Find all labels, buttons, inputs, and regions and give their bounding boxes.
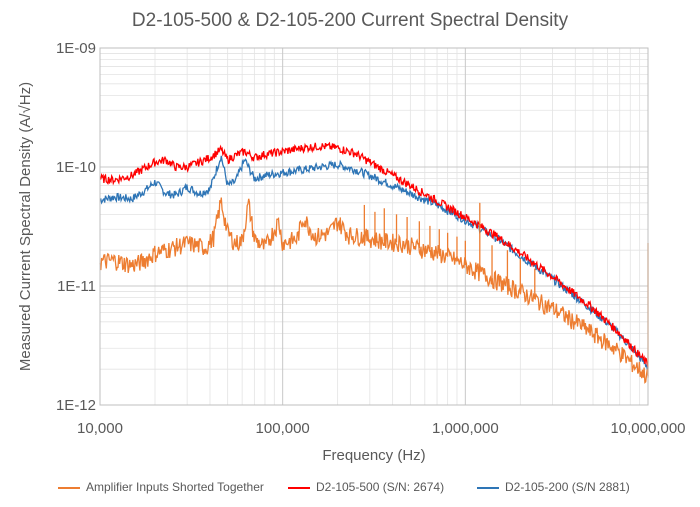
y-axis-title: Measured Current Spectral Density (A/√Hz…: [17, 82, 34, 371]
legend-swatch-1: [288, 486, 310, 489]
legend-label-2: D2-105-200 (S/N 2881): [505, 480, 630, 494]
legend-item-1: D2-105-500 (S/N: 2674): [288, 480, 444, 494]
y-tick-label: 1E-10: [56, 159, 96, 176]
y-tick-label: 1E-11: [57, 278, 96, 295]
series-line-2: [99, 155, 649, 371]
series-line-1: [99, 141, 649, 368]
legend-label-1: D2-105-500 (S/N: 2674): [316, 480, 445, 494]
legend-label-0: Amplifier Inputs Shorted Together: [86, 480, 264, 494]
legend-item-2: D2-105-200 (S/N 2881): [477, 480, 630, 494]
legend-item-0: Amplifier Inputs Shorted Together: [58, 480, 264, 494]
x-tick-label: 100,000: [256, 420, 310, 437]
x-axis-title: Frequency (Hz): [322, 447, 425, 464]
x-tick-label: 10,000: [77, 420, 123, 437]
chart-title: D2-105-500 & D2-105-200 Current Spectral…: [131, 10, 569, 31]
y-tick-label: 1E-09: [56, 40, 96, 57]
x-tick-label: 1,000,000: [432, 420, 499, 437]
x-tick-label: 10,000,000: [610, 420, 685, 437]
legend-swatch-0: [58, 486, 80, 489]
legend: Amplifier Inputs Shorted Together D2-105…: [0, 480, 700, 500]
y-tick-label: 1E-12: [56, 397, 96, 414]
legend-swatch-2: [477, 486, 499, 489]
series-line-0: [99, 197, 649, 384]
plot-frame: [99, 47, 649, 406]
